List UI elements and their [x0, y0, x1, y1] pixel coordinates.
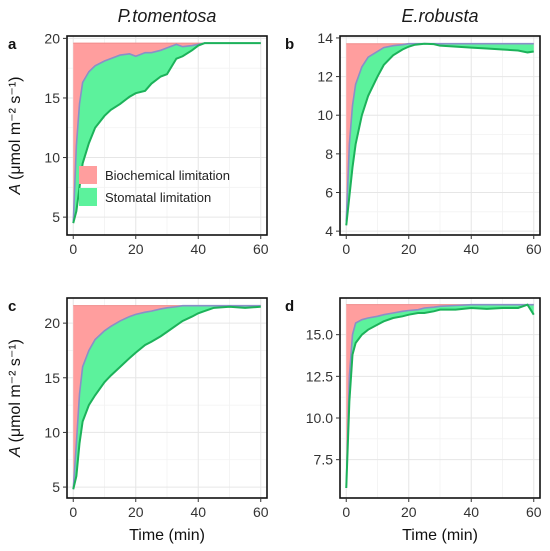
- y-axis-title: A (μmol m⁻² s⁻¹): [7, 339, 24, 458]
- x-tick-label: 0: [69, 241, 77, 257]
- y-tick-label: 10.0: [306, 410, 333, 426]
- panel-d: 0 20 40 60 7.5 10.0 12.5 15.0 d Time (min): [285, 297, 542, 544]
- panel-label: d: [285, 298, 294, 315]
- y-tick-label: 10: [44, 150, 60, 166]
- legend-label: Biochemical limitation: [105, 168, 230, 183]
- y-axis-title: A (μmol m⁻² s⁻¹): [7, 77, 24, 196]
- x-tick-label: 0: [342, 504, 350, 520]
- x-tick-label: 20: [401, 504, 417, 520]
- y-tick-label: 6: [325, 184, 333, 200]
- panel-label: c: [8, 298, 16, 315]
- y-tick-label: 7.5: [314, 452, 334, 468]
- x-tick-label: 20: [128, 504, 144, 520]
- x-tick-label: 40: [463, 241, 479, 257]
- x-tick-label: 60: [253, 241, 269, 257]
- stomatal-limitation-area: [346, 304, 534, 488]
- y-tick-label: 15: [44, 90, 60, 106]
- plot-frame: [66, 35, 268, 236]
- legend-swatch: [79, 166, 97, 184]
- x-tick-label: 40: [463, 504, 479, 520]
- y-tick-label: 10: [317, 107, 333, 123]
- y-axis-units: (μmol m⁻² s⁻¹): [7, 77, 24, 180]
- x-tick-label: 40: [190, 241, 206, 257]
- lower-curve: [345, 42, 534, 226]
- panel-label: a: [8, 36, 17, 53]
- y-axis-units: (μmol m⁻² s⁻¹): [7, 339, 24, 442]
- y-tick-label: 20: [44, 30, 60, 46]
- x-axis-title: Time (min): [402, 527, 478, 544]
- lower-curve: [72, 42, 261, 224]
- x-tick-label: 60: [526, 241, 542, 257]
- upper-curve: [345, 42, 534, 222]
- y-tick-label: 5: [52, 209, 60, 225]
- legend-label: Stomatal limitation: [105, 190, 211, 205]
- x-tick-label: 40: [190, 504, 206, 520]
- x-tick-label: 60: [526, 504, 542, 520]
- panel-a: 0 20 40 60 5 10 15 20 a A (μmol m⁻² s⁻¹) Biochemic…: [7, 30, 269, 257]
- y-tick-label: 5: [52, 479, 60, 495]
- legend-swatch: [79, 188, 97, 206]
- y-tick-label: 4: [325, 223, 333, 239]
- legend: Biochemical limitation Stomatal limitatio…: [79, 166, 230, 206]
- y-tick-label: 15.0: [306, 327, 333, 343]
- upper-curve: [72, 304, 261, 490]
- y-tick-label: 14: [317, 30, 333, 46]
- column-title-left: P.tomentosa: [118, 6, 217, 26]
- x-tick-label: 20: [401, 241, 417, 257]
- panel-c: 0 20 40 60 5 10 15 20 c A (μmol m⁻² s⁻¹) Time (min…: [7, 297, 269, 544]
- y-tick-label: 12: [317, 69, 333, 85]
- x-axis-title: Time (min): [129, 527, 205, 544]
- biochemical-limitation-area: [73, 305, 261, 490]
- y-axis-symbol: A: [7, 180, 24, 196]
- stomatal-limitation-area: [73, 43, 261, 224]
- plot-frame: [339, 297, 541, 499]
- x-tick-label: 60: [253, 504, 269, 520]
- biochemical-limitation-area: [73, 43, 261, 224]
- panel-label: b: [285, 36, 294, 53]
- lower-curve: [72, 305, 261, 490]
- y-axis-symbol: A: [7, 442, 24, 458]
- panel-b: 0 20 40 60 4 6 8 10 12 14 b: [285, 30, 542, 257]
- y-tick-label: 10: [44, 424, 60, 440]
- x-tick-label: 0: [342, 241, 350, 257]
- upper-curve: [345, 303, 534, 489]
- y-tick-label: 15: [44, 370, 60, 386]
- plot-frame: [339, 35, 541, 236]
- column-title-right: E.robusta: [401, 6, 478, 26]
- y-tick-label: 20: [44, 315, 60, 331]
- plot-frame: [66, 297, 268, 499]
- y-tick-label: 12.5: [306, 368, 333, 384]
- y-tick-label: 8: [325, 146, 333, 162]
- x-tick-label: 0: [69, 504, 77, 520]
- stomatal-limitation-area: [73, 305, 261, 490]
- x-tick-label: 20: [128, 241, 144, 257]
- lower-curve: [345, 303, 535, 489]
